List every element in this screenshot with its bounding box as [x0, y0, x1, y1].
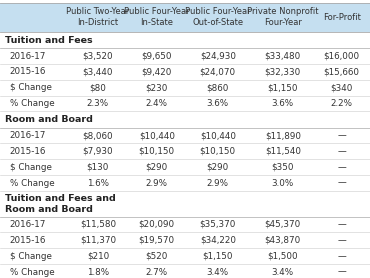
Text: 3.6%: 3.6% [207, 99, 229, 108]
Text: $33,480: $33,480 [265, 51, 301, 61]
Text: —: — [337, 131, 346, 140]
Text: 1.6%: 1.6% [87, 178, 109, 188]
Text: $10,150: $10,150 [139, 147, 175, 156]
Text: $1,150: $1,150 [268, 83, 298, 92]
Text: 2015-16: 2015-16 [10, 67, 46, 76]
Text: $10,440: $10,440 [139, 131, 175, 140]
Text: $9,420: $9,420 [142, 67, 172, 76]
Text: 1.8%: 1.8% [87, 267, 109, 277]
Text: 2016-17: 2016-17 [10, 51, 46, 61]
Text: $230: $230 [146, 83, 168, 92]
Text: $350: $350 [272, 163, 294, 172]
Text: $290: $290 [206, 163, 229, 172]
Text: Public Two-Year
In-District: Public Two-Year In-District [66, 7, 130, 28]
Text: 3.0%: 3.0% [272, 178, 294, 188]
Text: 2016-17: 2016-17 [10, 131, 46, 140]
Text: 3.4%: 3.4% [272, 267, 294, 277]
Text: 2.7%: 2.7% [146, 267, 168, 277]
Text: $ Change: $ Change [10, 252, 51, 261]
Text: Room and Board: Room and Board [5, 115, 92, 124]
Text: $3,440: $3,440 [83, 67, 113, 76]
Text: 2015-16: 2015-16 [10, 147, 46, 156]
Text: —: — [337, 252, 346, 261]
Text: 3.6%: 3.6% [272, 99, 294, 108]
Text: % Change: % Change [10, 267, 54, 277]
Text: $34,220: $34,220 [200, 236, 236, 245]
Text: $11,540: $11,540 [265, 147, 301, 156]
Text: $8,060: $8,060 [83, 131, 113, 140]
Text: $24,930: $24,930 [200, 51, 236, 61]
Text: $9,650: $9,650 [142, 51, 172, 61]
Text: —: — [337, 147, 346, 156]
Text: —: — [337, 236, 346, 245]
Bar [0, 3, 370, 32]
Text: Public Four-Year
In-State: Public Four-Year In-State [124, 7, 189, 28]
Text: Tuition and Fees: Tuition and Fees [5, 36, 92, 44]
Text: Private Nonprofit
Four-Year: Private Nonprofit Four-Year [247, 7, 319, 28]
Text: $7,930: $7,930 [83, 147, 113, 156]
Text: $520: $520 [146, 252, 168, 261]
Text: Tuition and Fees and
Room and Board: Tuition and Fees and Room and Board [5, 194, 115, 214]
Text: $ Change: $ Change [10, 163, 51, 172]
Text: % Change: % Change [10, 99, 54, 108]
Text: —: — [337, 163, 346, 172]
Text: —: — [337, 220, 346, 229]
Text: 2.4%: 2.4% [146, 99, 168, 108]
Text: $15,660: $15,660 [324, 67, 360, 76]
Text: 2.9%: 2.9% [146, 178, 168, 188]
Text: $24,070: $24,070 [200, 67, 236, 76]
Text: 2.2%: 2.2% [331, 99, 353, 108]
Text: $32,330: $32,330 [265, 67, 301, 76]
Text: $1,500: $1,500 [268, 252, 298, 261]
Text: $860: $860 [206, 83, 229, 92]
Text: $210: $210 [87, 252, 109, 261]
Text: 2016-17: 2016-17 [10, 220, 46, 229]
Text: $3,520: $3,520 [83, 51, 113, 61]
Text: $10,150: $10,150 [200, 147, 236, 156]
Text: $340: $340 [330, 83, 353, 92]
Text: $43,870: $43,870 [265, 236, 301, 245]
Text: 2.3%: 2.3% [87, 99, 109, 108]
Text: —: — [337, 178, 346, 188]
Text: $35,370: $35,370 [199, 220, 236, 229]
Text: $20,090: $20,090 [139, 220, 175, 229]
Text: $10,440: $10,440 [200, 131, 236, 140]
Text: $80: $80 [90, 83, 106, 92]
Text: $11,890: $11,890 [265, 131, 301, 140]
Text: $11,580: $11,580 [80, 220, 116, 229]
Text: % Change: % Change [10, 178, 54, 188]
Text: 2015-16: 2015-16 [10, 236, 46, 245]
Text: $19,570: $19,570 [139, 236, 175, 245]
Text: $130: $130 [87, 163, 109, 172]
Text: $290: $290 [146, 163, 168, 172]
Text: —: — [337, 267, 346, 277]
Text: Public Four-Year
Out-of-State: Public Four-Year Out-of-State [185, 7, 250, 28]
Text: $16,000: $16,000 [324, 51, 360, 61]
Text: $11,370: $11,370 [80, 236, 116, 245]
Text: $1,150: $1,150 [202, 252, 233, 261]
Text: 3.4%: 3.4% [207, 267, 229, 277]
Text: $45,370: $45,370 [265, 220, 301, 229]
Text: For-Profit: For-Profit [323, 13, 361, 22]
Text: $ Change: $ Change [10, 83, 51, 92]
Text: 2.9%: 2.9% [207, 178, 229, 188]
